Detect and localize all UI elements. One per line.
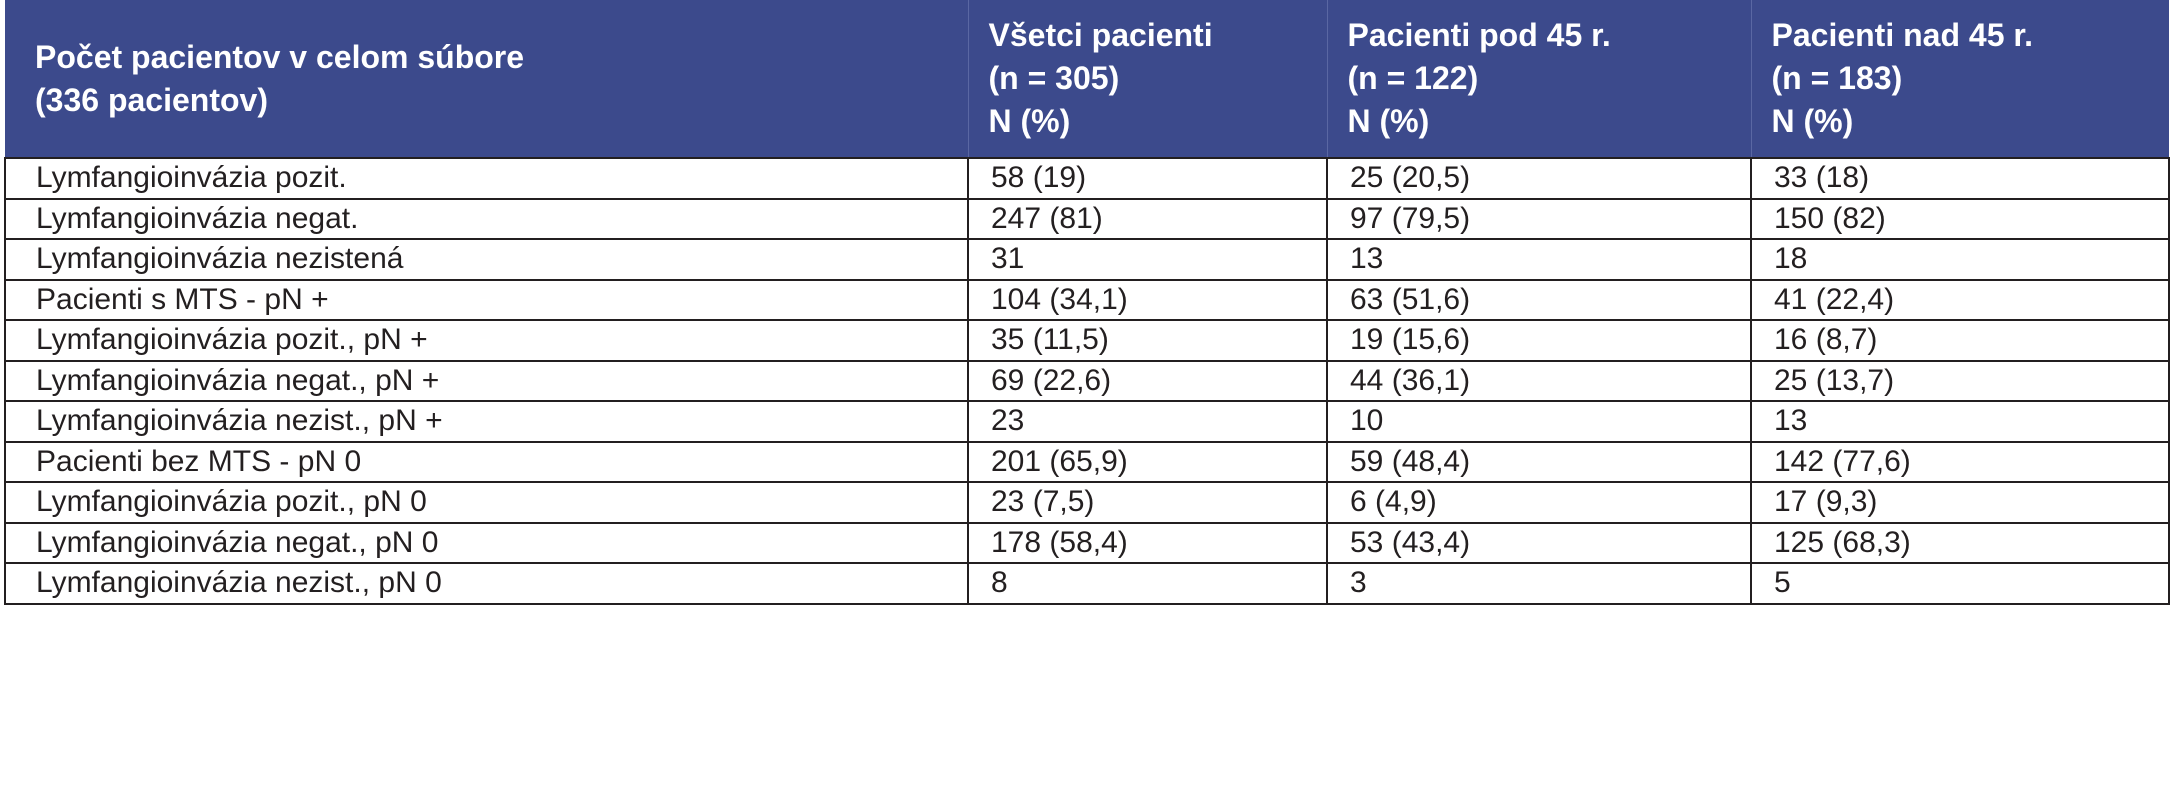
header-line: Pacienti nad 45 r. [1771,17,2033,53]
cell-all-patients: 178 (58,4) [967,521,1328,564]
table-row: Lymfangioinvázia negat., pN 0 178 (58,4)… [4,521,2170,564]
header-line: (336 pacientov) [35,82,268,118]
cell-under-45: 53 (43,4) [1326,521,1752,564]
cell-under-45: 10 [1326,400,1752,443]
cell-over-45: 16 (8,7) [1750,319,2170,362]
table-row: Lymfangioinvázia negat., pN + 69 (22,6) … [4,359,2170,402]
cell-over-45: 150 (82) [1750,197,2170,240]
cell-all-patients: 8 [967,562,1328,605]
cell-all-patients: 23 [967,400,1328,443]
cell-over-45: 5 [1750,562,2170,605]
row-label: Lymfangioinvázia pozit. [4,157,969,200]
table-row: Lymfangioinvázia nezist., pN + 23 10 13 [4,400,2170,443]
table-body: Lymfangioinvázia pozit. 58 (19) 25 (20,5… [4,157,2170,605]
cell-all-patients: 23 (7,5) [967,481,1328,524]
header-line: N (%) [988,103,1071,139]
cell-all-patients: 31 [967,238,1328,281]
row-label: Pacienti s MTS - pN + [4,278,969,321]
header-line: N (%) [1771,103,1854,139]
table-header: Počet pacientov v celom súbore (336 paci… [5,0,2169,158]
header-line: (n = 183) [1771,60,1903,96]
cell-over-45: 17 (9,3) [1750,481,2170,524]
cell-under-45: 25 (20,5) [1326,157,1752,200]
cell-over-45: 18 [1750,238,2170,281]
cell-under-45: 6 (4,9) [1326,481,1752,524]
cell-all-patients: 247 (81) [967,197,1328,240]
cell-all-patients: 58 (19) [967,157,1328,200]
table-row: Lymfangioinvázia nezist., pN 0 8 3 5 [4,562,2170,605]
cell-all-patients: 104 (34,1) [967,278,1328,321]
row-label: Lymfangioinvázia negat. [4,197,969,240]
header-cell-patient-count: Počet pacientov v celom súbore (336 paci… [5,0,968,158]
header-line: (n = 305) [988,60,1120,96]
table-row: Pacienti bez MTS - pN 0 201 (65,9) 59 (4… [4,440,2170,483]
header-line: (n = 122) [1347,60,1479,96]
cell-over-45: 125 (68,3) [1750,521,2170,564]
row-label: Lymfangioinvázia pozit., pN + [4,319,969,362]
row-label: Lymfangioinvázia negat., pN 0 [4,521,969,564]
table-row: Lymfangioinvázia pozit., pN 0 23 (7,5) 6… [4,481,2170,524]
cell-all-patients: 201 (65,9) [967,440,1328,483]
cell-under-45: 13 [1326,238,1752,281]
cell-under-45: 44 (36,1) [1326,359,1752,402]
results-table-container: Počet pacientov v celom súbore (336 paci… [4,0,2170,605]
cell-under-45: 3 [1326,562,1752,605]
table-row: Lymfangioinvázia pozit., pN + 35 (11,5) … [4,319,2170,362]
cell-over-45: 41 (22,4) [1750,278,2170,321]
cell-over-45: 142 (77,6) [1750,440,2170,483]
cell-all-patients: 69 (22,6) [967,359,1328,402]
cell-over-45: 33 (18) [1750,157,2170,200]
cell-over-45: 13 [1750,400,2170,443]
row-label: Lymfangioinvázia negat., pN + [4,359,969,402]
header-cell-under-45: Pacienti pod 45 r. (n = 122) N (%) [1326,0,1751,158]
header-cell-all-patients: Všetci pacienti (n = 305) N (%) [967,0,1327,158]
table-row: Lymfangioinvázia negat. 247 (81) 97 (79,… [4,197,2170,240]
header-row: Počet pacientov v celom súbore (336 paci… [5,0,2169,158]
row-label: Lymfangioinvázia pozit., pN 0 [4,481,969,524]
cell-all-patients: 35 (11,5) [967,319,1328,362]
table-row: Lymfangioinvázia pozit. 58 (19) 25 (20,5… [4,157,2170,200]
cell-under-45: 59 (48,4) [1326,440,1752,483]
cell-under-45: 97 (79,5) [1326,197,1752,240]
cell-under-45: 63 (51,6) [1326,278,1752,321]
table-row: Lymfangioinvázia nezistená 31 13 18 [4,238,2170,281]
row-label: Lymfangioinvázia nezistená [4,238,969,281]
row-label: Lymfangioinvázia nezist., pN 0 [4,562,969,605]
cell-under-45: 19 (15,6) [1326,319,1752,362]
header-line: Pacienti pod 45 r. [1347,17,1611,53]
header-line: Všetci pacienti [988,17,1213,53]
row-label: Pacienti bez MTS - pN 0 [4,440,969,483]
header-line: N (%) [1347,103,1430,139]
table-row: Pacienti s MTS - pN + 104 (34,1) 63 (51,… [4,278,2170,321]
cell-over-45: 25 (13,7) [1750,359,2170,402]
lymphangioinvasion-table: Počet pacientov v celom súbore (336 paci… [4,0,2170,605]
row-label: Lymfangioinvázia nezist., pN + [4,400,969,443]
header-line: Počet pacientov v celom súbore [35,39,525,75]
header-cell-over-45: Pacienti nad 45 r. (n = 183) N (%) [1750,0,2169,158]
